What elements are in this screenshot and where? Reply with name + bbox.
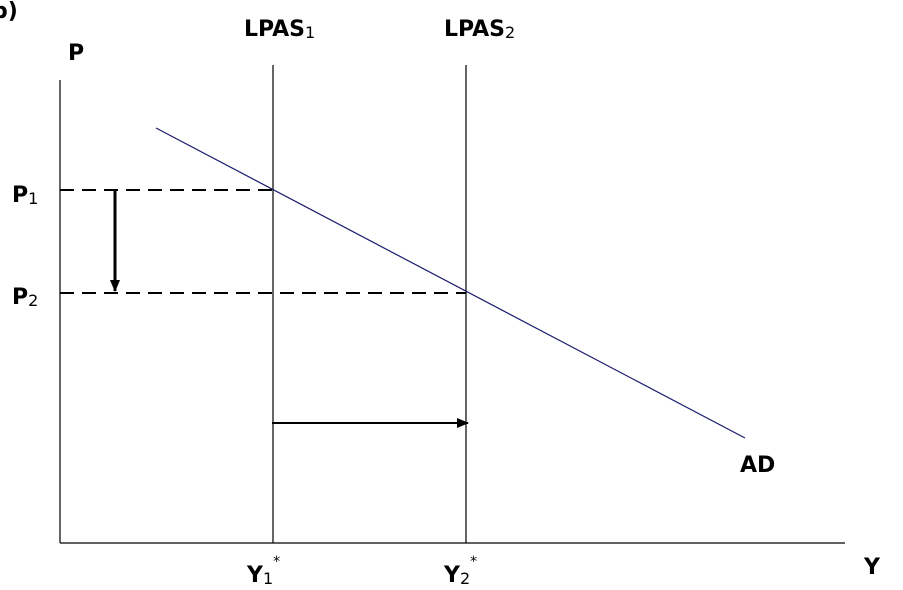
y1-sup: * <box>273 554 280 570</box>
lpas1-sub: 1 <box>305 23 315 42</box>
p2-main: P <box>12 285 28 310</box>
y2-main: Y <box>443 563 461 588</box>
p2-label: P2 <box>12 285 38 310</box>
lpas1-main: LPAS <box>244 17 305 42</box>
p1-label: P1 <box>12 183 38 208</box>
ad-curve <box>155 127 746 439</box>
y2-sup: * <box>470 554 477 570</box>
y-axis-label: P <box>68 41 84 66</box>
lpas2-label: LPAS2 <box>444 17 515 42</box>
y2-sub: 2 <box>460 569 470 588</box>
y1-sub: 1 <box>263 569 273 588</box>
x-axis-label: Y <box>863 555 881 580</box>
ad-label: AD <box>740 453 775 478</box>
p1-sub: 1 <box>28 189 38 208</box>
y1-main: Y <box>246 563 264 588</box>
p1-main: P <box>12 183 28 208</box>
y2-label: Y2* <box>443 554 477 588</box>
y1-label: Y1* <box>246 554 280 588</box>
lpas2-sub: 2 <box>505 23 515 42</box>
lpas1-label: LPAS1 <box>244 17 315 42</box>
panel-label: b) <box>0 0 18 24</box>
lpas2-main: LPAS <box>444 17 505 42</box>
p2-sub: 2 <box>28 291 38 310</box>
